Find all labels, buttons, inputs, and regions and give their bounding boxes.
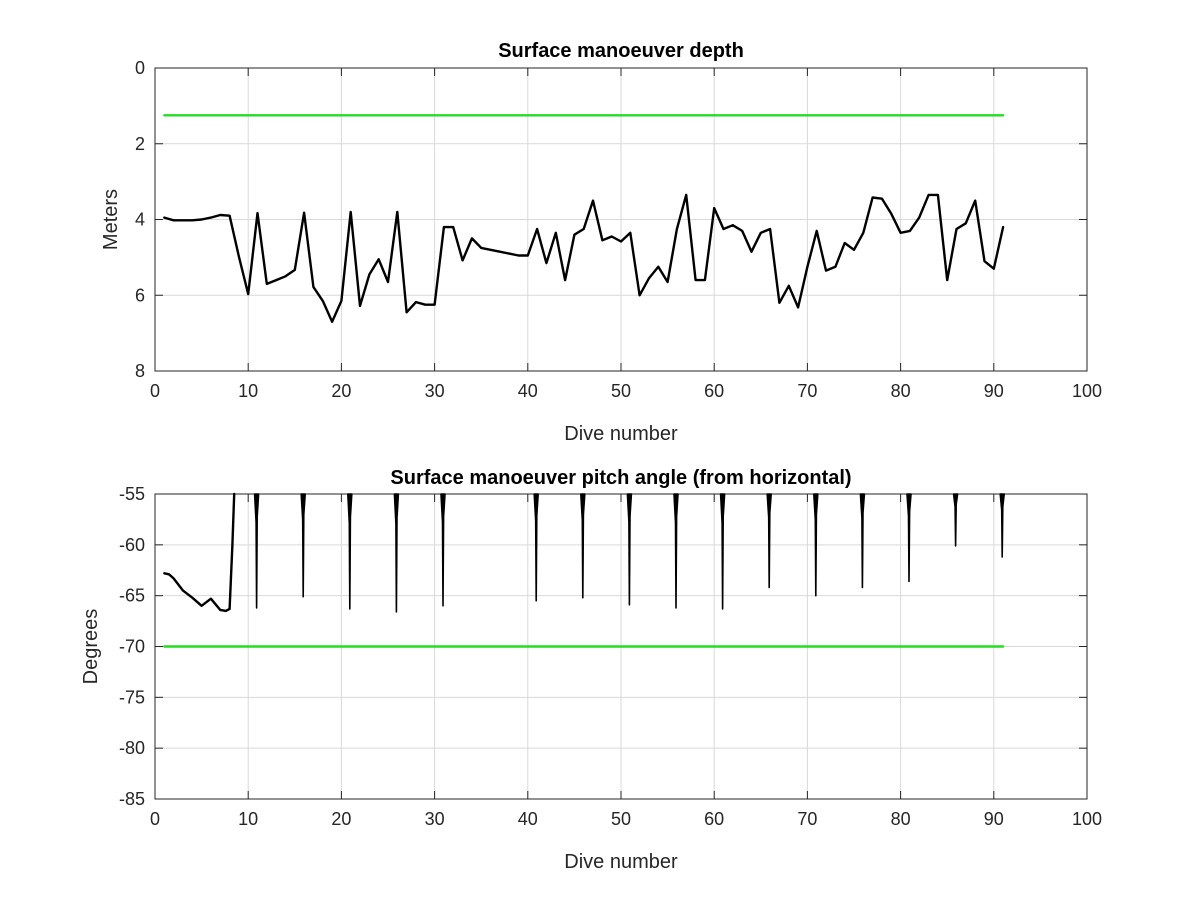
pitch-spike (859, 493, 866, 589)
pitch-spike (999, 493, 1005, 558)
depth-chart-ylabel: Meters (100, 189, 122, 250)
depth-chart-grid (154, 67, 1088, 372)
pitch-spike (300, 493, 306, 598)
depth-chart: 0 10 20 30 40 50 60 70 80 90 100 0 2 4 6 8 Surface mano… (100, 40, 1102, 445)
y-tick-label: 8 (135, 361, 145, 381)
pitch-spike (347, 493, 353, 610)
series-line (163, 193, 1005, 323)
x-tick-label: 20 (331, 809, 351, 829)
depth-chart-title: Surface manoeuver depth (498, 40, 744, 62)
pitch-chart-ylabel: Degrees (80, 609, 102, 685)
x-tick-label: 30 (425, 381, 445, 401)
depth-chart-xlabel: Dive number (564, 423, 678, 445)
x-tick-label: 50 (611, 381, 631, 401)
pitch-spike (533, 493, 539, 602)
depth-chart-series (163, 114, 1005, 323)
x-tick-label: 70 (797, 809, 817, 829)
x-tick-label: 50 (611, 809, 631, 829)
pitch-spike (626, 493, 633, 606)
x-tick-label: 10 (238, 809, 258, 829)
x-tick-label: 20 (331, 381, 351, 401)
pitch-spike (253, 493, 260, 609)
y-tick-label: -75 (119, 687, 145, 707)
y-tick-label: 6 (135, 285, 145, 305)
y-tick-label: -85 (119, 789, 145, 809)
x-tick-label: 90 (984, 381, 1004, 401)
x-tick-label: 60 (704, 809, 724, 829)
pitch-spike (440, 493, 446, 607)
pitch-chart: 0 10 20 30 40 50 60 70 80 90 100 -55 -60 -65 -70 -75 -80… (80, 467, 1102, 873)
y-tick-label: -70 (119, 637, 145, 657)
y-tick-label: 4 (135, 210, 145, 230)
x-tick-label: 0 (150, 381, 160, 401)
x-tick-label: 70 (797, 381, 817, 401)
y-tick-label: -65 (119, 586, 145, 606)
y-tick-label: -80 (119, 738, 145, 758)
x-tick-label: 0 (150, 809, 160, 829)
pitch-chart-xlabel: Dive number (564, 851, 678, 873)
pitch-spike (393, 493, 400, 613)
x-tick-label: 100 (1072, 381, 1102, 401)
pitch-spike (906, 493, 912, 583)
x-tick-label: 80 (891, 809, 911, 829)
x-tick-label: 100 (1072, 809, 1102, 829)
depth-chart-ticks: 0 10 20 30 40 50 60 70 80 90 100 0 2 4 6 8 (135, 58, 1102, 401)
x-tick-label: 10 (238, 381, 258, 401)
y-tick-label: -55 (119, 484, 145, 504)
pitch-chart-series (163, 492, 1005, 648)
x-tick-label: 90 (984, 809, 1004, 829)
pitch-chart-ticks: 0 10 20 30 40 50 60 70 80 90 100 -55 -60 -65 -70 -75 -80… (119, 484, 1102, 829)
x-tick-label: 60 (704, 381, 724, 401)
pitch-spike (673, 493, 679, 609)
x-tick-label: 40 (518, 381, 538, 401)
pitch-spike (766, 493, 772, 589)
y-tick-label: -60 (119, 535, 145, 555)
pitch-spike (580, 493, 586, 599)
y-tick-label: 0 (135, 58, 145, 78)
x-tick-label: 80 (891, 381, 911, 401)
pitch-chart-title: Surface manoeuver pitch angle (from hori… (390, 467, 851, 489)
pitch-spike (813, 493, 819, 597)
x-tick-label: 40 (518, 809, 538, 829)
pitch-spike (952, 493, 959, 547)
y-tick-label: 2 (135, 134, 145, 154)
x-tick-label: 30 (425, 809, 445, 829)
series-line (163, 492, 236, 613)
pitch-spike (719, 493, 726, 610)
